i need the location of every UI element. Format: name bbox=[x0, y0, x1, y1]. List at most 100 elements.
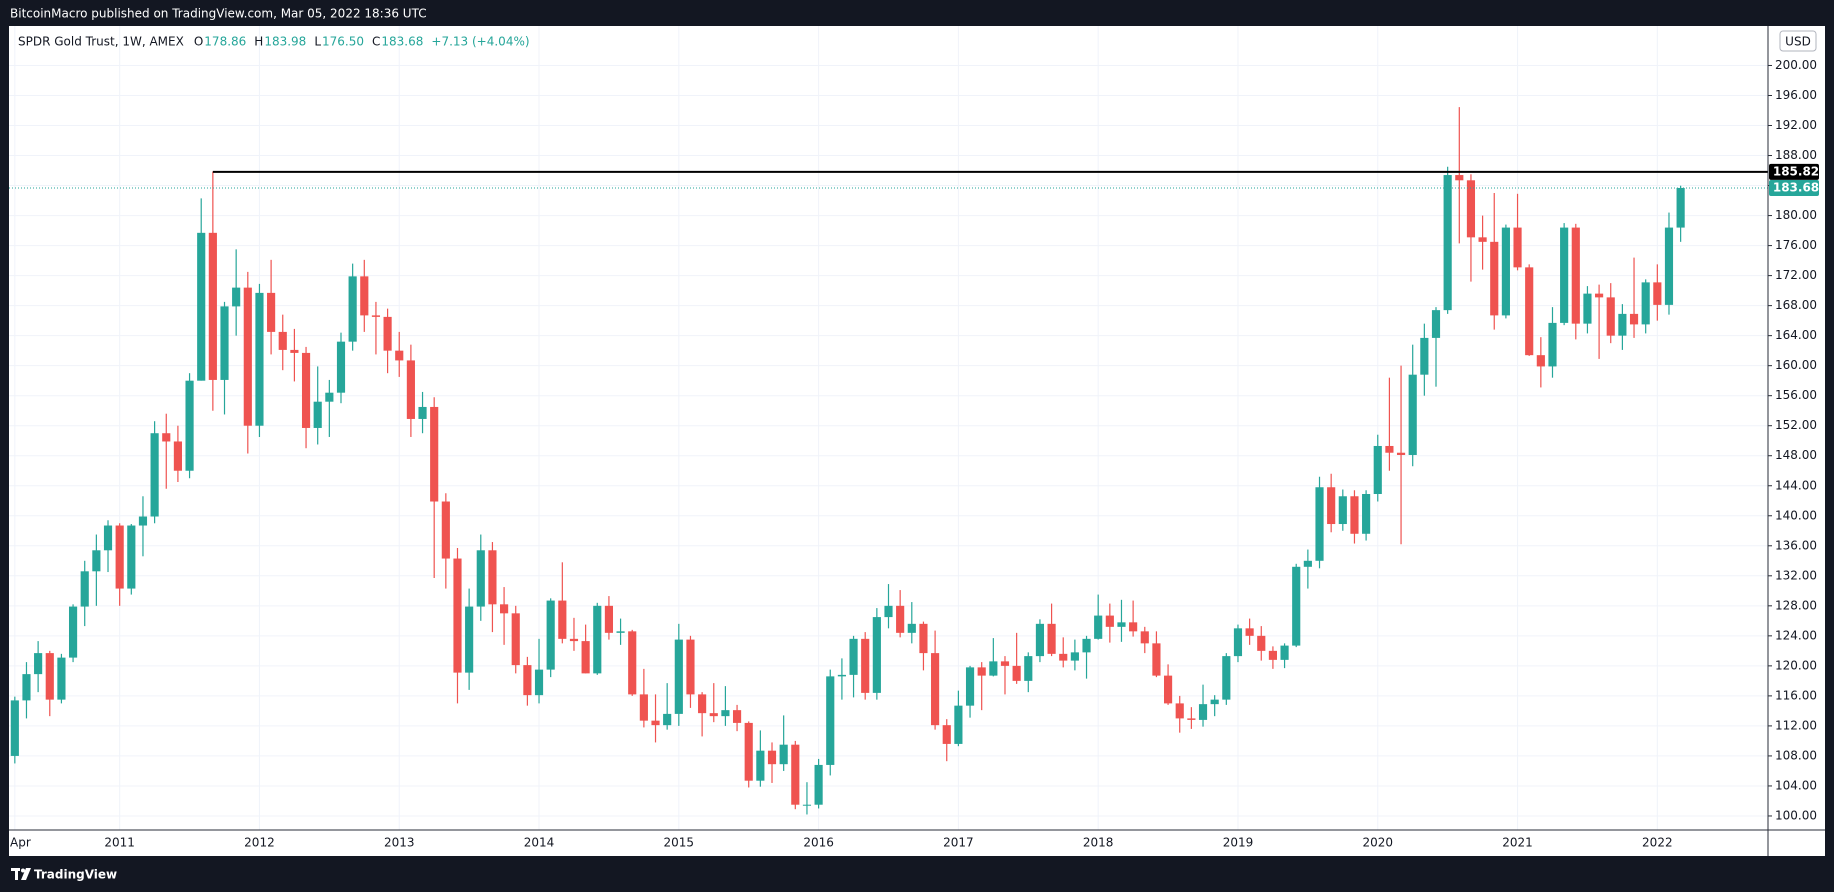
candle-body bbox=[173, 441, 182, 471]
candle-body bbox=[977, 667, 986, 676]
candle-body bbox=[1175, 703, 1184, 719]
candle-body bbox=[360, 276, 369, 316]
candle-body bbox=[185, 380, 194, 471]
candle-body bbox=[1315, 487, 1324, 561]
candle-body bbox=[1117, 622, 1126, 627]
candle-body bbox=[395, 350, 404, 361]
candle-body bbox=[68, 606, 78, 658]
y-tick-label: 164.00 bbox=[1775, 328, 1817, 342]
candle-body bbox=[791, 744, 800, 805]
candle-body bbox=[628, 631, 637, 695]
grid bbox=[9, 26, 1768, 830]
y-tick-label: 172.00 bbox=[1775, 268, 1817, 282]
candle-body bbox=[1059, 653, 1068, 661]
legend-value: 183.98 bbox=[264, 35, 306, 49]
candle-body bbox=[1525, 267, 1534, 356]
x-tick-label: 2019 bbox=[1223, 836, 1254, 850]
candle-body bbox=[220, 306, 229, 380]
candle-body bbox=[861, 638, 870, 693]
candle-body bbox=[779, 744, 788, 765]
candle-body bbox=[872, 617, 881, 693]
chart-panel bbox=[9, 26, 1825, 856]
y-tick-label: 200.00 bbox=[1775, 58, 1817, 72]
y-tick-label: 176.00 bbox=[1775, 238, 1817, 252]
brand: TradingView bbox=[34, 868, 117, 882]
candle-body bbox=[674, 639, 683, 714]
currency: USD bbox=[1785, 35, 1811, 49]
x-tick-label: 2017 bbox=[943, 836, 974, 850]
candle-body bbox=[1466, 180, 1476, 238]
y-tick-label: 152.00 bbox=[1775, 418, 1817, 432]
legend-key: L bbox=[314, 35, 321, 49]
candle-body bbox=[232, 287, 241, 307]
candle-body bbox=[663, 713, 672, 726]
candle-body bbox=[162, 433, 171, 442]
y-tick-label: 104.00 bbox=[1775, 778, 1817, 792]
candle-body bbox=[465, 606, 474, 673]
x-tick-label: Apr bbox=[10, 836, 31, 850]
level-box bbox=[1769, 163, 1819, 180]
x-tick-label: 2013 bbox=[384, 836, 415, 850]
y-tick-label: 168.00 bbox=[1775, 298, 1817, 312]
candle-body bbox=[686, 639, 695, 695]
candle-body bbox=[1338, 496, 1347, 525]
candle-body bbox=[1268, 650, 1277, 660]
candle-body bbox=[1420, 337, 1429, 375]
candle-body bbox=[500, 604, 509, 614]
candle-body bbox=[383, 316, 392, 351]
candle-body bbox=[371, 315, 381, 317]
axes: 100.00 104.00 108.00 112.00 116.00 120.00 124.… bbox=[10, 58, 1819, 850]
candle-body bbox=[301, 352, 311, 428]
candle-body bbox=[1490, 241, 1499, 316]
candle-body bbox=[651, 720, 660, 726]
candle-body bbox=[989, 661, 998, 676]
y-tick-label: 156.00 bbox=[1775, 388, 1817, 402]
candle-body bbox=[1641, 282, 1650, 325]
candle-body bbox=[197, 232, 206, 381]
x-tick-label: 2020 bbox=[1362, 836, 1393, 850]
candle-body bbox=[1396, 452, 1406, 455]
candle-body bbox=[34, 653, 43, 675]
candle-body bbox=[721, 710, 730, 717]
candle-body bbox=[1257, 635, 1266, 651]
brand-logo bbox=[11, 868, 31, 880]
candle-body bbox=[919, 623, 928, 654]
candle-body bbox=[1362, 494, 1371, 534]
y-tick-label: 148.00 bbox=[1775, 448, 1817, 462]
candle-body bbox=[802, 804, 812, 806]
x-tick-label: 2016 bbox=[803, 836, 834, 850]
candle-body bbox=[1373, 445, 1382, 495]
legend: SPDR Gold Trust, 1W, AMEX O 178.86 H 183.98… bbox=[18, 35, 530, 49]
candle-body bbox=[1152, 643, 1161, 676]
last-price-label: 183.68 bbox=[1773, 180, 1819, 194]
candle-body bbox=[593, 605, 602, 674]
legend-key: C bbox=[372, 35, 380, 49]
candle-body bbox=[336, 341, 346, 393]
candle-body bbox=[488, 550, 497, 605]
candle-body bbox=[80, 571, 89, 607]
candle-body bbox=[1676, 187, 1685, 228]
y-tick-label: 136.00 bbox=[1775, 538, 1817, 552]
candle-body bbox=[954, 705, 963, 744]
candle-body bbox=[1292, 566, 1301, 646]
x-tick-label: 2022 bbox=[1642, 836, 1673, 850]
legend-key: H bbox=[254, 35, 263, 49]
candle-body bbox=[208, 232, 217, 380]
candle-body bbox=[1000, 661, 1010, 666]
candle-body bbox=[255, 292, 264, 426]
candle-body bbox=[1653, 282, 1662, 305]
candle-body bbox=[1618, 313, 1627, 336]
candle-body bbox=[814, 764, 823, 805]
candle-body bbox=[942, 725, 951, 744]
candle-body bbox=[325, 392, 334, 402]
x-tick-label: 2015 bbox=[664, 836, 695, 850]
candle-body bbox=[45, 653, 54, 700]
candle-body bbox=[1082, 638, 1091, 653]
candle-body bbox=[534, 669, 544, 696]
currency-box[interactable] bbox=[1779, 30, 1817, 52]
candle-body bbox=[430, 406, 439, 502]
candle-body bbox=[1606, 297, 1615, 336]
candle-body bbox=[896, 605, 905, 633]
candle-body bbox=[1629, 313, 1639, 325]
